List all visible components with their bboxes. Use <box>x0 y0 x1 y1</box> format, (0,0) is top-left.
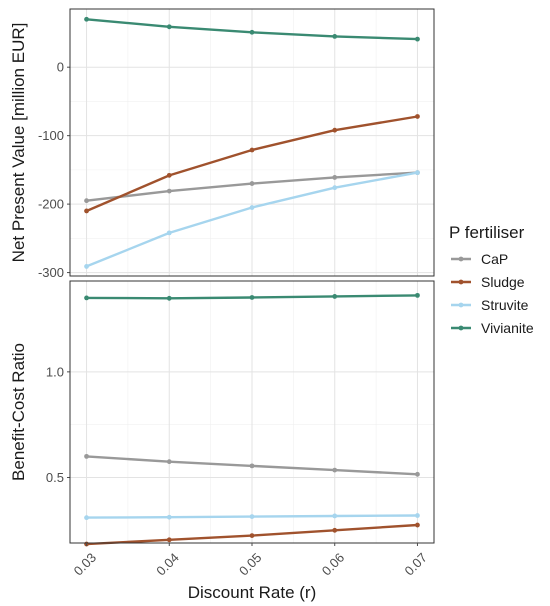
legend-key-point <box>458 302 464 308</box>
data-point-vivianite <box>166 24 172 30</box>
legend-items: CaP Sludge Struvite Vivianite <box>451 251 534 336</box>
data-point-struvite <box>332 185 338 191</box>
data-point-vivianite <box>332 294 338 299</box>
data-point-struvite <box>415 170 420 176</box>
data-point-vivianite <box>166 295 172 301</box>
data-point-sludge <box>332 127 338 133</box>
data-point-sludge <box>415 522 420 528</box>
data-point-vivianite <box>84 295 89 301</box>
x-tick-label: 0.05 <box>236 550 265 579</box>
y-tick-label: -200 <box>38 197 64 212</box>
data-point-sludge <box>249 147 255 153</box>
data-point-vivianite <box>415 36 420 42</box>
data-point-sludge <box>166 537 172 543</box>
y-axis-title: Net Present Value [million EUR] <box>9 23 28 263</box>
data-point-struvite <box>415 513 420 518</box>
legend: P fertiliser CaP Sludge Struvite Vivianite <box>449 223 534 336</box>
legend-key-point <box>458 325 464 331</box>
y-tick-label: -300 <box>38 265 64 280</box>
x-tick-label: 0.04 <box>153 550 182 579</box>
legend-title: P fertiliser <box>449 223 525 242</box>
legend-key-point <box>458 256 464 262</box>
x-axis-title: Discount Rate (r) <box>188 583 316 602</box>
legend-label: Vivianite <box>481 320 534 336</box>
data-point-cap <box>166 459 172 465</box>
panel-border <box>69 8 435 277</box>
data-point-struvite <box>332 513 338 519</box>
data-point-sludge <box>84 208 89 214</box>
data-point-struvite <box>249 514 255 519</box>
y-tick-label: 0 <box>57 60 64 75</box>
data-point-struvite <box>84 264 89 269</box>
data-point-struvite <box>84 515 89 521</box>
data-point-sludge <box>332 527 338 533</box>
data-point-vivianite <box>415 292 420 298</box>
data-point-cap <box>332 467 338 473</box>
data-point-cap <box>84 198 89 204</box>
y-tick-label: 0.5 <box>46 470 64 485</box>
legend-item-struvite: Struvite <box>451 297 529 313</box>
data-point-struvite <box>166 230 172 236</box>
data-point-cap <box>166 188 172 194</box>
x-tick-label: 0.03 <box>71 550 100 579</box>
data-point-vivianite <box>249 295 255 300</box>
y-tick-label: -100 <box>38 128 64 143</box>
data-point-struvite <box>166 514 172 520</box>
data-point-sludge <box>415 114 420 119</box>
data-point-sludge <box>166 172 172 178</box>
legend-item-sludge: Sludge <box>451 274 525 290</box>
data-point-sludge <box>249 533 255 539</box>
data-point-vivianite <box>332 33 338 39</box>
legend-label: Struvite <box>481 297 529 313</box>
x-tick-label: 0.07 <box>402 550 431 579</box>
legend-key-point <box>458 279 464 285</box>
data-point-cap <box>332 175 338 180</box>
y-axis-title: Benefit-Cost Ratio <box>9 343 28 481</box>
y-tick-label: 1.0 <box>46 364 64 379</box>
legend-item-cap: CaP <box>451 251 508 267</box>
data-point-vivianite <box>249 29 255 35</box>
data-point-cap <box>84 453 89 459</box>
data-point-cap <box>249 463 255 469</box>
data-point-vivianite <box>84 16 89 22</box>
legend-item-vivianite: Vivianite <box>451 320 534 336</box>
legend-label: CaP <box>481 251 508 267</box>
data-point-cap <box>415 471 420 477</box>
x-axis: 0.03 0.04 0.05 0.06 0.07 <box>71 543 430 578</box>
panel-2: 0.5 1.0 Benefit-Cost Ratio <box>9 280 435 547</box>
panel-1: -300 -200 -100 0 Net Present Value [million … <box>9 8 435 280</box>
legend-label: Sludge <box>481 274 525 290</box>
data-point-struvite <box>249 205 255 210</box>
data-point-cap <box>249 181 255 186</box>
x-tick-label: 0.06 <box>319 550 348 579</box>
panels: -300 -200 -100 0 Net Present Value [million … <box>9 8 435 547</box>
